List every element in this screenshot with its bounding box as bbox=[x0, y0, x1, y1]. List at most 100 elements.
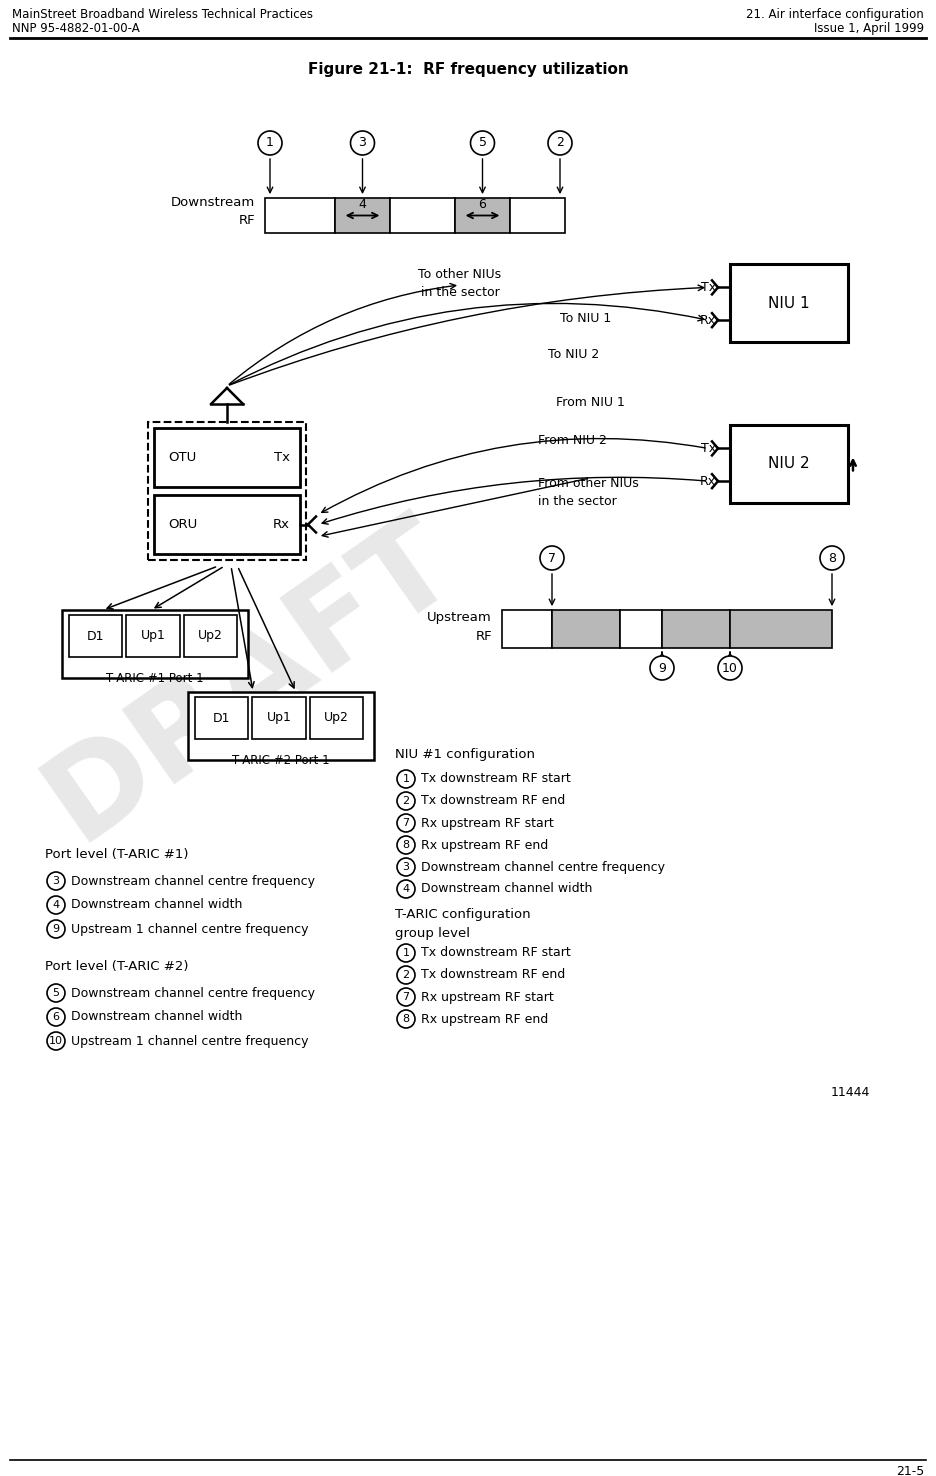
Text: D1: D1 bbox=[87, 629, 105, 642]
Text: 5: 5 bbox=[52, 987, 60, 998]
Bar bbox=[62, 610, 248, 677]
Text: MainStreet Broadband Wireless Technical Practices: MainStreet Broadband Wireless Technical … bbox=[12, 7, 313, 21]
Text: 10: 10 bbox=[722, 661, 738, 675]
Text: From NIU 2: From NIU 2 bbox=[538, 434, 607, 447]
Bar bbox=[502, 610, 552, 648]
Text: DRAFT: DRAFT bbox=[24, 496, 476, 863]
Text: Figure 21-1:  RF frequency utilization: Figure 21-1: RF frequency utilization bbox=[308, 62, 628, 77]
Text: 4: 4 bbox=[402, 884, 410, 894]
Text: T-ARIC #2 Port 1: T-ARIC #2 Port 1 bbox=[232, 754, 329, 768]
Circle shape bbox=[397, 965, 415, 984]
Circle shape bbox=[397, 945, 415, 962]
Text: 2: 2 bbox=[556, 136, 563, 149]
Text: Rx upstream RF start: Rx upstream RF start bbox=[421, 816, 554, 830]
Bar bbox=[253, 697, 306, 739]
Text: NIU 1: NIU 1 bbox=[768, 295, 810, 310]
Text: D1: D1 bbox=[212, 711, 230, 725]
Text: Up1: Up1 bbox=[140, 629, 166, 642]
Circle shape bbox=[47, 984, 65, 1002]
Text: NIU #1 configuration: NIU #1 configuration bbox=[395, 748, 535, 762]
Text: ORU: ORU bbox=[168, 518, 197, 531]
Circle shape bbox=[471, 131, 494, 155]
Text: Upstream 1 channel centre frequency: Upstream 1 channel centre frequency bbox=[71, 1035, 309, 1048]
Text: 6: 6 bbox=[52, 1013, 60, 1021]
Text: 6: 6 bbox=[478, 198, 487, 211]
Text: 8: 8 bbox=[402, 840, 410, 850]
Text: Tx downstream RF start: Tx downstream RF start bbox=[421, 772, 571, 785]
Circle shape bbox=[47, 1032, 65, 1049]
Text: Upstream 1 channel centre frequency: Upstream 1 channel centre frequency bbox=[71, 922, 309, 936]
Text: 1: 1 bbox=[402, 773, 410, 784]
Circle shape bbox=[548, 131, 572, 155]
Text: Up1: Up1 bbox=[267, 711, 291, 725]
Circle shape bbox=[47, 1008, 65, 1026]
Text: 4: 4 bbox=[52, 900, 60, 911]
Bar bbox=[730, 610, 832, 648]
Text: Downstream channel width: Downstream channel width bbox=[71, 1011, 242, 1023]
Text: Issue 1, April 1999: Issue 1, April 1999 bbox=[814, 22, 924, 35]
Text: Tx downstream RF end: Tx downstream RF end bbox=[421, 794, 565, 807]
Bar bbox=[390, 198, 455, 233]
Text: 1: 1 bbox=[266, 136, 274, 149]
Text: Tx: Tx bbox=[274, 452, 290, 463]
Text: From NIU 1: From NIU 1 bbox=[556, 397, 625, 409]
Text: 10: 10 bbox=[49, 1036, 63, 1046]
Text: 4: 4 bbox=[358, 198, 366, 211]
Circle shape bbox=[47, 896, 65, 914]
Text: From other NIUs
in the sector: From other NIUs in the sector bbox=[538, 477, 638, 508]
Circle shape bbox=[540, 546, 564, 570]
Bar bbox=[730, 264, 848, 342]
Circle shape bbox=[397, 835, 415, 855]
Bar bbox=[335, 198, 390, 233]
Circle shape bbox=[397, 880, 415, 897]
Bar bbox=[552, 610, 620, 648]
Text: 9: 9 bbox=[52, 924, 60, 934]
Text: 5: 5 bbox=[478, 136, 487, 149]
Circle shape bbox=[820, 546, 844, 570]
Text: Tx: Tx bbox=[701, 280, 716, 294]
Text: Upstream
RF: Upstream RF bbox=[427, 611, 492, 642]
Text: 1: 1 bbox=[402, 948, 410, 958]
Text: Downstream channel width: Downstream channel width bbox=[421, 883, 592, 896]
Text: 21. Air interface configuration: 21. Air interface configuration bbox=[746, 7, 924, 21]
Text: Tx downstream RF start: Tx downstream RF start bbox=[421, 946, 571, 959]
Text: OTU: OTU bbox=[168, 452, 197, 463]
Bar bbox=[148, 422, 306, 559]
Text: Downstream channel width: Downstream channel width bbox=[71, 899, 242, 912]
Text: Up2: Up2 bbox=[324, 711, 349, 725]
Text: Downstream
RF: Downstream RF bbox=[170, 196, 255, 227]
Circle shape bbox=[397, 813, 415, 832]
Circle shape bbox=[397, 1010, 415, 1027]
Text: Rx: Rx bbox=[700, 475, 716, 487]
Bar bbox=[620, 610, 662, 648]
Circle shape bbox=[258, 131, 282, 155]
Circle shape bbox=[718, 655, 742, 680]
Text: Downstream channel centre frequency: Downstream channel centre frequency bbox=[71, 986, 315, 999]
Text: Rx upstream RF end: Rx upstream RF end bbox=[421, 1013, 548, 1026]
Text: T-ARIC #1 Port 1: T-ARIC #1 Port 1 bbox=[106, 672, 204, 685]
Text: Rx upstream RF end: Rx upstream RF end bbox=[421, 838, 548, 852]
Text: 8: 8 bbox=[828, 552, 836, 564]
Bar bbox=[510, 198, 565, 233]
Circle shape bbox=[397, 793, 415, 810]
Text: 11444: 11444 bbox=[830, 1086, 870, 1100]
Bar bbox=[662, 610, 730, 648]
Text: 21-5: 21-5 bbox=[896, 1466, 924, 1476]
Text: 9: 9 bbox=[658, 661, 665, 675]
Text: Rx: Rx bbox=[273, 518, 290, 531]
Text: Port level (T-ARIC #2): Port level (T-ARIC #2) bbox=[45, 959, 188, 973]
Text: To other NIUs
in the sector: To other NIUs in the sector bbox=[418, 269, 502, 300]
Circle shape bbox=[397, 987, 415, 1007]
Text: 7: 7 bbox=[402, 818, 410, 828]
Text: Tx downstream RF end: Tx downstream RF end bbox=[421, 968, 565, 982]
Bar bbox=[265, 198, 335, 233]
Bar bbox=[183, 615, 237, 657]
Circle shape bbox=[650, 655, 674, 680]
Text: 2: 2 bbox=[402, 796, 410, 806]
Text: Downstream channel centre frequency: Downstream channel centre frequency bbox=[421, 861, 665, 874]
Text: Rx upstream RF start: Rx upstream RF start bbox=[421, 990, 554, 1004]
Bar bbox=[188, 692, 374, 760]
Text: 3: 3 bbox=[402, 862, 410, 872]
Circle shape bbox=[397, 858, 415, 875]
Text: NNP 95-4882-01-00-A: NNP 95-4882-01-00-A bbox=[12, 22, 139, 35]
